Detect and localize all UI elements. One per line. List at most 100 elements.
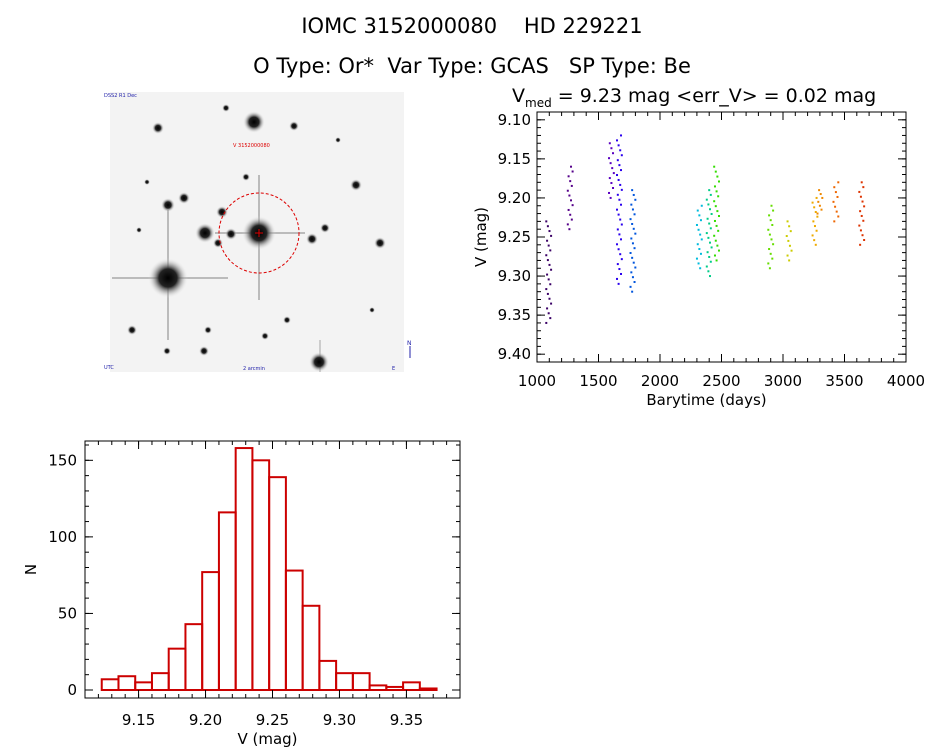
lightcurve-point <box>816 215 819 218</box>
lightcurve-title-subscript: med <box>525 95 552 110</box>
aperture-label: V 3152000080 <box>233 143 270 149</box>
lightcurve-point <box>612 186 615 189</box>
lightcurve-point <box>835 210 838 213</box>
lightcurve-point <box>862 186 865 189</box>
lightcurve-ytick-label: 9.40 <box>498 345 531 363</box>
histogram-ylabel: N <box>22 564 40 575</box>
lightcurve-point <box>707 203 710 206</box>
lightcurve-point <box>571 170 574 173</box>
lightcurve-xtick-label: 2500 <box>702 372 740 390</box>
lightcurve-point <box>708 189 711 192</box>
lightcurve-point <box>631 242 634 245</box>
lightcurve-point <box>632 193 635 196</box>
lightcurve-point <box>620 203 623 206</box>
lightcurve-point <box>707 270 710 273</box>
lightcurve-point <box>698 248 701 251</box>
histogram-ytick-label: 50 <box>58 604 77 622</box>
histogram-ytick-label: 150 <box>48 451 77 469</box>
lightcurve-xlabel: Barytime (days) <box>646 391 766 409</box>
lightcurve-point <box>631 222 634 225</box>
lightcurve-ytick-label: 9.35 <box>498 306 531 324</box>
lightcurve-point <box>620 272 623 275</box>
lightcurve-point <box>717 249 720 252</box>
lightcurve-point <box>696 243 699 246</box>
lightcurve-point <box>619 149 622 152</box>
lightcurve-point <box>705 232 708 235</box>
lightcurve-point <box>785 235 788 238</box>
lightcurve-point <box>629 251 632 254</box>
lightcurve-point <box>619 253 622 256</box>
lightcurve-point <box>713 165 716 168</box>
lightcurve-point <box>788 225 791 228</box>
histogram-xlabel: V (mag) <box>237 730 297 747</box>
lightcurve-title-prefix: V <box>512 85 525 107</box>
lightcurve-point <box>713 219 716 222</box>
lightcurve-point <box>569 213 572 216</box>
lightcurve-point <box>813 239 816 242</box>
lightcurve-point <box>772 243 775 246</box>
lightcurve-point <box>699 219 702 222</box>
lightcurve-point <box>546 239 549 242</box>
histogram-bar <box>134 681 153 691</box>
lightcurve-point <box>546 292 549 295</box>
lightcurve-point <box>630 271 633 274</box>
lightcurve-point <box>548 263 551 266</box>
lightcurve-point <box>611 167 614 170</box>
lightcurve-point <box>629 285 632 288</box>
lightcurve-point <box>715 224 718 227</box>
histogram-ytick-label: 100 <box>48 528 77 546</box>
lightcurve-point <box>700 204 703 207</box>
lightcurve-point <box>714 205 717 208</box>
lightcurve-point <box>608 142 611 145</box>
lightcurve-point <box>709 208 711 211</box>
lightcurve-point <box>833 186 836 189</box>
histogram-xtick-label: 9.20 <box>189 711 222 729</box>
lightcurve-point <box>837 181 840 184</box>
lightcurve-ylabel: V (mag) <box>472 207 490 267</box>
lightcurve-point <box>547 244 550 247</box>
lightcurve-point <box>547 278 550 281</box>
lightcurve-point <box>620 169 623 172</box>
histogram-xtick-label: 9.15 <box>122 711 155 729</box>
lightcurve-point <box>814 243 817 246</box>
lightcurve-chart: 1000 1500 2000 2500 3000 3500 4000 9.10 9.15 9.20… <box>472 111 925 409</box>
lightcurve-point <box>546 273 549 276</box>
lightcurve-point <box>861 200 864 203</box>
lightcurve-point <box>618 268 621 271</box>
lightcurve-point <box>708 255 711 258</box>
lightcurve-point <box>549 317 552 320</box>
histogram-bar <box>268 476 287 691</box>
histogram-bar <box>117 675 137 691</box>
lightcurve-point <box>771 223 774 226</box>
lightcurve-point <box>861 234 864 237</box>
lightcurve-point <box>717 180 720 183</box>
lightcurve-point <box>568 228 571 231</box>
lightcurve-point <box>859 229 862 232</box>
lightcurve-point <box>631 276 634 279</box>
histogram-chart: 9.15 9.20 9.25 9.30 9.35 0 50 100 150 V (mag) N <box>22 440 461 747</box>
lightcurve-point <box>570 199 573 202</box>
lightcurve-point <box>609 162 612 165</box>
lightcurve-point <box>767 262 770 265</box>
lightcurve-point <box>832 200 835 203</box>
lightcurve-point <box>859 210 862 213</box>
lightcurve-point <box>631 256 634 259</box>
lightcurve-point <box>710 246 713 249</box>
lightcurve-point <box>631 208 634 211</box>
lightcurve-point <box>620 258 623 261</box>
histogram-bar <box>100 678 120 691</box>
lightcurve-point <box>700 238 703 241</box>
lightcurve-title-text: = 9.23 mag <err_V> = 0.02 mag <box>551 85 877 107</box>
lightcurve-point <box>789 230 792 233</box>
lightcurve-point <box>620 238 623 241</box>
lightcurve-point <box>697 228 700 231</box>
lightcurve-point <box>815 196 818 199</box>
lightcurve-point <box>714 239 717 242</box>
lightcurve-xtick-label: 1500 <box>579 372 617 390</box>
lightcurve-point <box>629 218 632 221</box>
lightcurve-xtick-label: 2000 <box>641 372 679 390</box>
lightcurve-point <box>708 222 711 225</box>
lightcurve-point <box>709 193 712 196</box>
lightcurve-point <box>716 244 719 247</box>
